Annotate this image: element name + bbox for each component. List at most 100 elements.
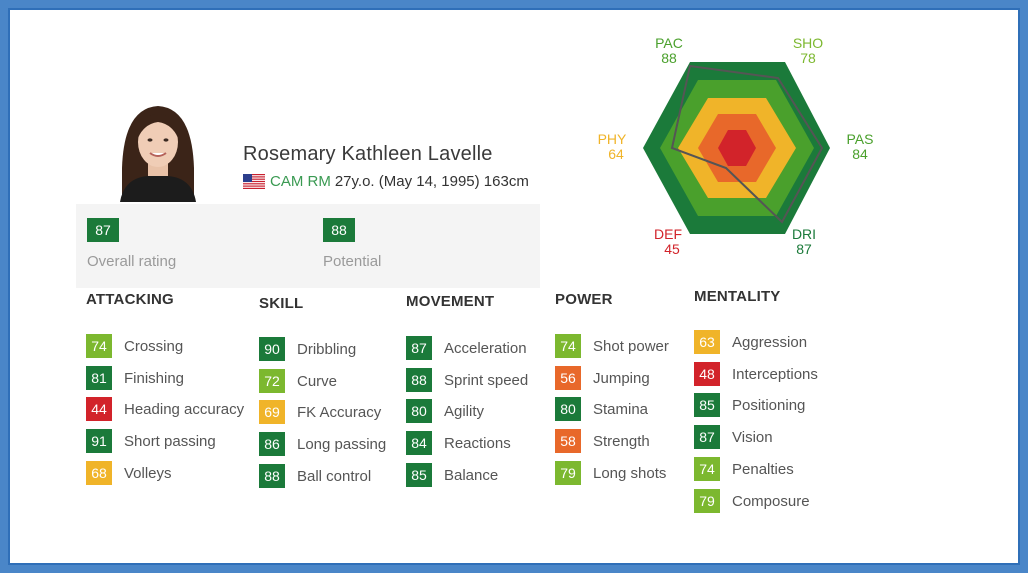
attribute-row: 63 Aggression	[694, 329, 807, 355]
attribute-value-badge: 80	[406, 399, 432, 423]
attribute-label: Reactions	[444, 434, 511, 452]
attribute-row: 74 Penalties	[694, 456, 794, 482]
radar-sho-value: 78	[800, 50, 816, 66]
attribute-row: 88 Sprint speed	[406, 367, 528, 393]
attribute-value-badge: 81	[86, 366, 112, 390]
attribute-value-badge: 74	[694, 457, 720, 481]
attribute-row: 79 Composure	[694, 488, 810, 514]
attribute-value-badge: 87	[406, 336, 432, 360]
potential-badge: 88	[323, 218, 355, 242]
attribute-row: 90 Dribbling	[259, 336, 356, 362]
attribute-value-badge: 88	[259, 464, 285, 488]
attribute-row: 72 Curve	[259, 368, 337, 394]
attribute-value-badge: 80	[555, 397, 581, 421]
radar-sho-label: SHO	[793, 35, 823, 51]
attribute-row: 84 Reactions	[406, 430, 511, 456]
radar-def-label: DEF	[654, 226, 682, 242]
us-flag-icon	[243, 174, 265, 189]
attribute-value-badge: 84	[406, 431, 432, 455]
attribute-value-badge: 69	[259, 400, 285, 424]
attribute-value-badge: 88	[406, 368, 432, 392]
radar-pas-label: PAS	[847, 131, 874, 147]
category-title-mentality: MENTALITY	[694, 288, 781, 305]
player-details: 27y.o. (May 14, 1995) 163cm	[334, 173, 529, 190]
attribute-row: 85 Balance	[406, 462, 498, 488]
attribute-row: 79 Long shots	[555, 460, 666, 486]
attribute-row: 58 Strength	[555, 428, 650, 454]
attribute-label: Vision	[732, 428, 773, 446]
radar-phy-label: PHY	[598, 131, 627, 147]
attribute-label: Curve	[297, 372, 338, 390]
attribute-value-badge: 90	[259, 337, 285, 361]
attribute-label: Composure	[732, 492, 810, 510]
category-title-attacking: ATTACKING	[86, 291, 174, 308]
overall-rating-badge: 87	[87, 218, 119, 242]
attribute-row: 87 Vision	[694, 424, 773, 450]
attribute-value-badge: 87	[694, 425, 720, 449]
attribute-value-badge: 68	[86, 461, 112, 485]
attribute-row: 91 Short passing	[86, 428, 216, 454]
attribute-value-badge: 86	[259, 432, 285, 456]
attribute-row: 88 Ball control	[259, 463, 371, 489]
attribute-row: 68 Volleys	[86, 460, 172, 486]
attribute-row: 80 Agility	[406, 398, 484, 424]
attribute-value-badge: 85	[694, 393, 720, 417]
attribute-label: FK Accuracy	[297, 403, 382, 421]
attribute-label: Jumping	[593, 369, 650, 387]
attribute-value-badge: 91	[86, 429, 112, 453]
radar-pac-label: PAC	[655, 35, 683, 51]
attribute-row: 69 FK Accuracy	[259, 399, 381, 425]
attribute-label: Agility	[444, 402, 485, 420]
player-positions[interactable]: CAM RM	[270, 173, 331, 190]
player-name: Rosemary Kathleen Lavelle	[243, 143, 493, 165]
attribute-label: Penalties	[732, 460, 794, 478]
attribute-row: 87 Acceleration	[406, 335, 527, 361]
attribute-label: Aggression	[732, 333, 808, 351]
radar-pas-value: 84	[852, 146, 868, 162]
attribute-label: Stamina	[593, 400, 649, 418]
attribute-label: Shot power	[593, 337, 669, 355]
attribute-row: 44 Heading accuracy	[86, 396, 244, 422]
attribute-radar: PAC 88 SHO 78 PAS 84 DRI 87 DEF 45 PHY 6…	[598, 35, 874, 257]
attribute-label: Ball control	[297, 467, 372, 485]
attribute-label: Heading accuracy	[124, 400, 245, 418]
attribute-label: Strength	[593, 432, 650, 450]
radar-pac-value: 88	[661, 50, 677, 66]
attribute-label: Short passing	[124, 432, 216, 450]
radar-ring-inner	[718, 130, 756, 166]
player-meta: CAM RM 27y.o. (May 14, 1995) 163cm	[243, 173, 529, 190]
radar-player-shape	[670, 64, 824, 224]
attribute-value-badge: 74	[555, 334, 581, 358]
radar-phy-value: 64	[608, 146, 624, 162]
attribute-label: Long shots	[593, 464, 667, 482]
category-title-movement: MOVEMENT	[406, 293, 495, 310]
attribute-label: Finishing	[124, 369, 185, 387]
category-title-power: POWER	[555, 291, 613, 308]
attribute-label: Interceptions	[732, 365, 818, 383]
attribute-row: 74 Shot power	[555, 333, 669, 359]
attribute-value-badge: 48	[694, 362, 720, 386]
attribute-value-badge: 79	[694, 489, 720, 513]
attribute-value-badge: 63	[694, 330, 720, 354]
attribute-value-badge: 58	[555, 429, 581, 453]
category-title-skill: SKILL	[259, 295, 304, 312]
potential-label: Potential	[323, 253, 382, 270]
player-avatar	[112, 98, 204, 202]
attribute-row: 56 Jumping	[555, 365, 650, 391]
attribute-value-badge: 79	[555, 461, 581, 485]
rating-panel	[76, 204, 540, 288]
attribute-label: Crossing	[124, 337, 184, 355]
radar-dri-label: DRI	[792, 226, 816, 242]
attribute-row: 85 Positioning	[694, 392, 805, 418]
attribute-value-badge: 56	[555, 366, 581, 390]
attribute-row: 81 Finishing	[86, 365, 184, 391]
attribute-label: Positioning	[732, 396, 806, 414]
attribute-label: Acceleration	[444, 339, 527, 357]
attribute-row: 86 Long passing	[259, 431, 386, 457]
radar-def-value: 45	[664, 241, 680, 257]
attribute-row: 74 Crossing	[86, 333, 183, 359]
attribute-value-badge: 72	[259, 369, 285, 393]
attribute-label: Long passing	[297, 435, 387, 453]
attribute-label: Balance	[444, 466, 499, 484]
attribute-row: 80 Stamina	[555, 396, 648, 422]
